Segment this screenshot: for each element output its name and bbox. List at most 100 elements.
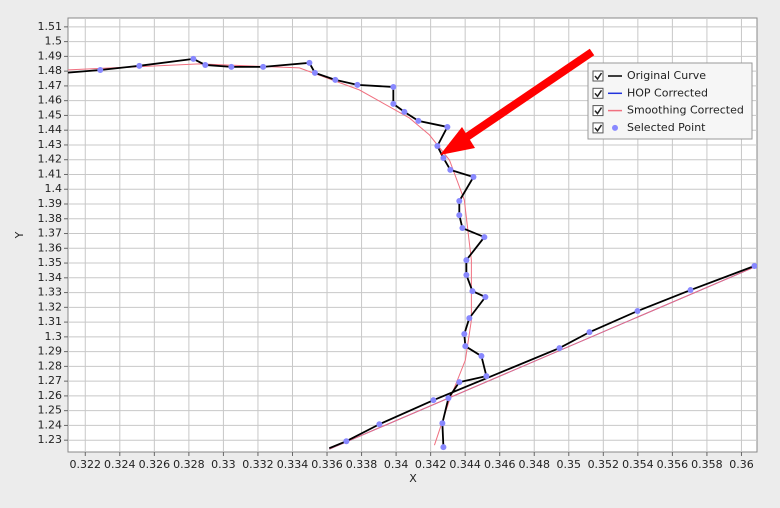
legend-label: Selected Point [627,121,706,134]
selected-point [343,438,350,445]
x-tick-label: 0.324 [104,458,136,471]
y-tick-label: 1.36 [38,241,63,254]
y-tick-label: 1.23 [38,433,63,446]
x-tick-label: 0.328 [173,458,205,471]
selected-point [456,198,463,205]
y-tick-label: 1.49 [38,49,63,62]
selected-point [478,353,485,360]
x-tick-label: 0.352 [588,458,620,471]
selected-point [415,117,422,124]
y-tick-label: 1.4 [45,182,63,195]
x-tick-label: 0.346 [484,458,516,471]
x-tick-label: 0.348 [518,458,550,471]
selected-point [556,345,563,352]
selected-point [751,263,757,269]
selected-point [447,166,454,173]
selected-point [190,55,197,62]
y-tick-label: 1.41 [38,167,63,180]
y-tick-label: 1.43 [38,138,63,151]
y-tick-label: 1.3 [45,330,63,343]
selected-point [260,63,267,70]
y-tick-label: 1.39 [38,197,63,210]
legend-swatch [612,124,618,131]
selected-point [430,397,437,404]
y-tick-label: 1.37 [38,227,63,240]
legend-label: HOP Corrected [627,86,708,99]
selected-point [439,420,446,427]
x-tick-label: 0.33 [211,458,236,471]
y-tick-label: 1.28 [38,359,63,372]
x-tick-label: 0.326 [139,458,171,471]
y-axis-label: Y [13,231,26,239]
selected-point [462,343,469,350]
selected-point [332,76,339,83]
checkmark [594,124,603,133]
selected-point [311,69,318,76]
selected-point [463,257,470,264]
axes: 0.322 0.324 0.326 0.328 0.33 0.332 0.334 0.336 0… [38,20,754,471]
legend-label: Smoothing Corrected [627,104,744,117]
x-tick-label: 0.338 [346,458,378,471]
selected-point [586,329,593,336]
legend-checkbox[interactable] [592,87,604,99]
selected-point [470,173,477,180]
selected-point [469,288,476,295]
selected-point [440,154,447,161]
y-tick-label: 1.44 [38,123,63,136]
checkmark [594,89,603,98]
selected-point [390,100,397,107]
selected-point [444,123,451,130]
x-tick-label: 0.36 [729,458,754,471]
selected-point [376,421,383,428]
y-tick-label: 1.24 [38,418,63,431]
x-tick-label: 0.34 [384,458,409,471]
selected-point [202,61,209,68]
selected-point [483,373,490,380]
series-line [68,63,755,450]
selected-point [461,331,468,338]
y-tick-label: 1.47 [38,79,63,92]
arrow-shaft [455,48,595,147]
x-tick-label: 0.358 [691,458,723,471]
legend-checkbox[interactable] [592,70,604,82]
y-tick-label: 1.5 [45,35,63,48]
selected-point [456,212,463,219]
selected-point [228,63,235,70]
x-tick-label: 0.336 [311,458,343,471]
selected-point [482,294,489,300]
x-tick-label: 0.342 [415,458,447,471]
y-tick-label: 1.48 [38,64,63,77]
grid [68,18,757,452]
selected-point [390,83,397,90]
y-tick-label: 1.35 [38,256,63,269]
y-tick-label: 1.51 [38,20,63,33]
y-tick-label: 1.25 [38,404,63,417]
legend-checkbox[interactable] [592,105,604,117]
x-tick-label: 0.35 [557,458,582,471]
x-tick-label: 0.332 [242,458,274,471]
selected-point [440,444,447,451]
selected-point [97,66,104,73]
x-tick-label: 0.334 [277,458,309,471]
selected-point [466,315,473,322]
legend-checkbox[interactable] [592,122,604,134]
checkmark [594,72,603,81]
y-tick-label: 1.27 [38,374,63,387]
y-tick-label: 1.46 [38,94,63,107]
selected-point [354,81,361,88]
selected-point [459,225,466,232]
annotation-arrow [440,48,595,155]
checkmark [594,107,603,115]
y-tick-label: 1.42 [38,153,63,166]
selected-point [445,395,452,402]
selected-point [401,108,408,115]
x-tick-label: 0.322 [70,458,102,471]
x-tick-label: 0.356 [657,458,689,471]
series-layer [68,55,757,451]
legend-label: Original Curve [627,69,706,82]
x-tick-label: 0.354 [622,458,654,471]
y-tick-label: 1.34 [38,271,63,284]
x-axis-label: X [409,472,417,485]
